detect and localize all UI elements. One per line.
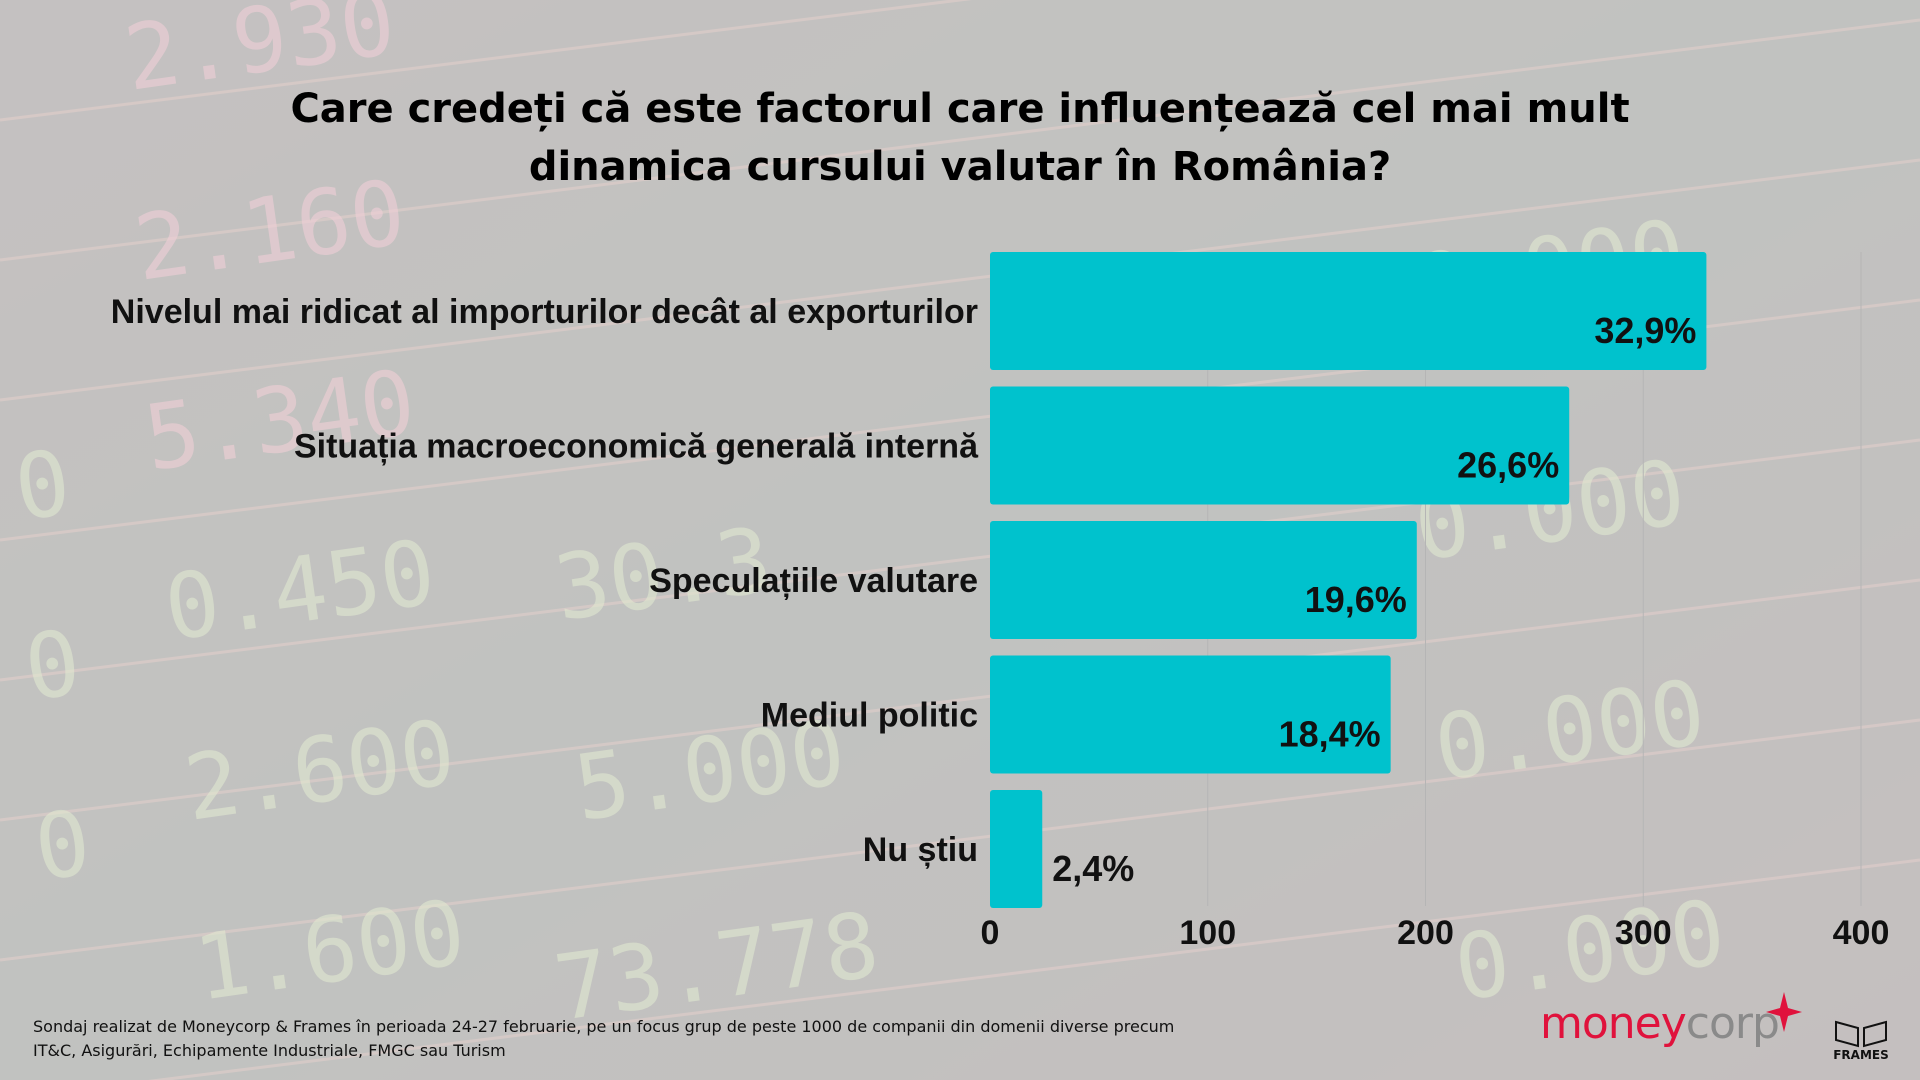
footnote-line-1: Sondaj realizat de Moneycorp & Frames în… — [33, 1017, 1175, 1036]
bar — [990, 252, 1707, 370]
bar — [990, 521, 1417, 639]
data-label: 2,4% — [1052, 848, 1134, 889]
x-tick-label: 200 — [1397, 914, 1454, 952]
x-tick-label: 400 — [1833, 914, 1890, 952]
frames-icon — [1835, 1020, 1887, 1048]
category-label: Nivelul mai ridicat al importurilor decâ… — [111, 293, 978, 331]
data-label: 19,6% — [1305, 579, 1407, 620]
moneycorp-logo-money: money — [1540, 998, 1687, 1049]
bar — [990, 790, 1043, 908]
frames-logo-text: FRAMES — [1833, 1048, 1889, 1062]
frames-logo: FRAMES — [1828, 1018, 1894, 1062]
moneycorp-logo: moneycorp — [1540, 992, 1820, 1062]
moneycorp-logo-corp: corp — [1685, 998, 1780, 1049]
x-tick-label: 0 — [981, 914, 1000, 952]
data-label: 32,9% — [1594, 310, 1696, 351]
category-label: Mediul politic — [761, 697, 978, 735]
moneycorp-star-icon — [1766, 992, 1802, 1032]
chart-title-line-2: dinamica cursului valutar în România? — [528, 144, 1392, 190]
chart-title-line-1: Care credeți că este factorul care influ… — [290, 86, 1630, 132]
category-label: Situația macroeconomică generală internă — [294, 428, 979, 466]
footnote-line-2: IT&C, Asigurări, Echipamente Industriale… — [33, 1041, 506, 1060]
x-tick-label: 300 — [1615, 914, 1672, 952]
category-label: Nu știu — [863, 831, 978, 869]
data-label: 18,4% — [1279, 714, 1381, 755]
x-tick-label: 100 — [1179, 914, 1236, 952]
category-label: Speculațiile valutare — [649, 562, 978, 600]
footnote: Sondaj realizat de Moneycorp & Frames în… — [33, 1015, 1253, 1063]
bar — [990, 386, 1570, 505]
data-label: 26,6% — [1457, 445, 1559, 486]
bar — [990, 655, 1391, 774]
